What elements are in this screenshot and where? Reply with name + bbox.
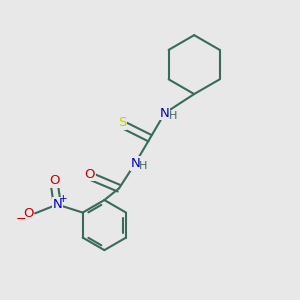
Text: O: O — [49, 174, 60, 188]
Text: S: S — [118, 116, 126, 129]
Text: N: N — [52, 198, 62, 211]
Text: +: + — [59, 194, 68, 204]
Text: O: O — [23, 207, 34, 220]
Text: −: − — [16, 213, 26, 226]
Text: H: H — [139, 161, 147, 171]
Text: H: H — [169, 110, 177, 121]
Text: O: O — [84, 168, 95, 181]
Text: N: N — [130, 157, 140, 170]
Text: N: N — [160, 107, 169, 120]
